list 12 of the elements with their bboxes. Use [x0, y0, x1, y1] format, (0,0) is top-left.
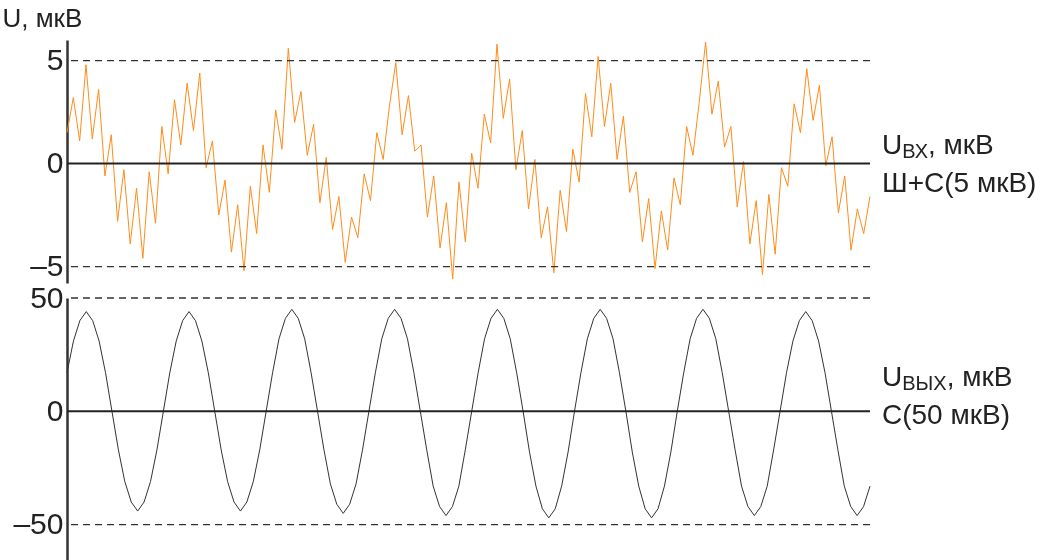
y-tick-label: 5: [46, 43, 64, 77]
y-tick-label: 0: [46, 146, 64, 180]
text: U$_{ВХ}$, мкВ: [882, 128, 994, 162]
text: U$_{ВЫХ}$, мкВ: [882, 361, 1013, 395]
text: Ш+С(5 мкВ): [882, 165, 1037, 200]
y-tick-label: –50: [13, 507, 64, 541]
y-tick-label: 50: [30, 280, 64, 314]
y-axis-title: U, мкВ: [2, 2, 83, 33]
text: С(50 мкВ): [882, 398, 1010, 433]
y-tick-label: –5: [30, 249, 64, 283]
line-series: [66, 41, 871, 280]
y-tick-label: 0: [46, 393, 64, 427]
